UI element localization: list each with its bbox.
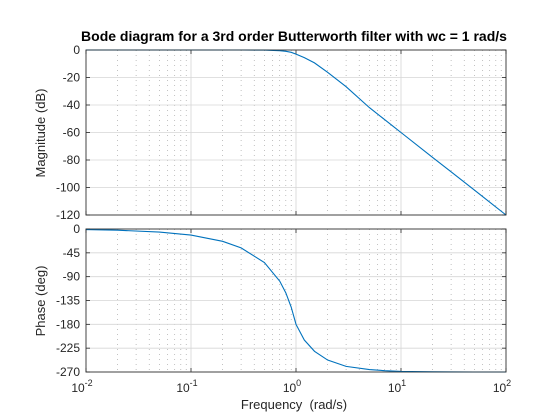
phase-y-tick-label: -270 bbox=[56, 365, 80, 379]
magnitude-y-tick-label: -80 bbox=[63, 153, 81, 167]
phase-axes-border bbox=[85, 228, 507, 373]
magnitude-y-tick-label: -20 bbox=[63, 71, 81, 85]
magnitude-y-tick-label: 0 bbox=[73, 43, 80, 57]
phase-y-tick-label: -225 bbox=[56, 341, 80, 355]
x-tick-label: 101 bbox=[388, 378, 406, 395]
magnitude-y-tick-label: -100 bbox=[56, 181, 80, 195]
magnitude-y-tick-label: -60 bbox=[63, 126, 81, 140]
magnitude-y-axis-label: Magnitude (dB) bbox=[33, 89, 48, 178]
phase-y-tick-label: 0 bbox=[73, 222, 80, 236]
magnitude-y-tick-label: -40 bbox=[63, 98, 81, 112]
phase-y-tick-label: -45 bbox=[63, 246, 81, 260]
phase-y-tick-label: -180 bbox=[56, 317, 80, 331]
magnitude-axes: 0 -20 -40 -60 -80 -100 -120 bbox=[56, 43, 507, 222]
phase-y-axis-label: Phase (deg) bbox=[33, 266, 48, 337]
x-tick-label: 10-1 bbox=[176, 378, 197, 395]
frequency-x-axis-label: Frequency (rad/s) bbox=[241, 397, 347, 412]
magnitude-axes-border bbox=[85, 49, 507, 216]
phase-y-tick-label: -135 bbox=[56, 294, 80, 308]
x-tick-label: 102 bbox=[493, 378, 511, 395]
magnitude-y-tick-label: -120 bbox=[56, 208, 80, 222]
x-tick-label: 100 bbox=[283, 378, 301, 395]
chart-title: Bode diagram for a 3rd order Butterworth… bbox=[81, 28, 507, 44]
x-tick-label: 10-2 bbox=[71, 378, 92, 395]
phase-y-tick-label: -90 bbox=[63, 270, 81, 284]
